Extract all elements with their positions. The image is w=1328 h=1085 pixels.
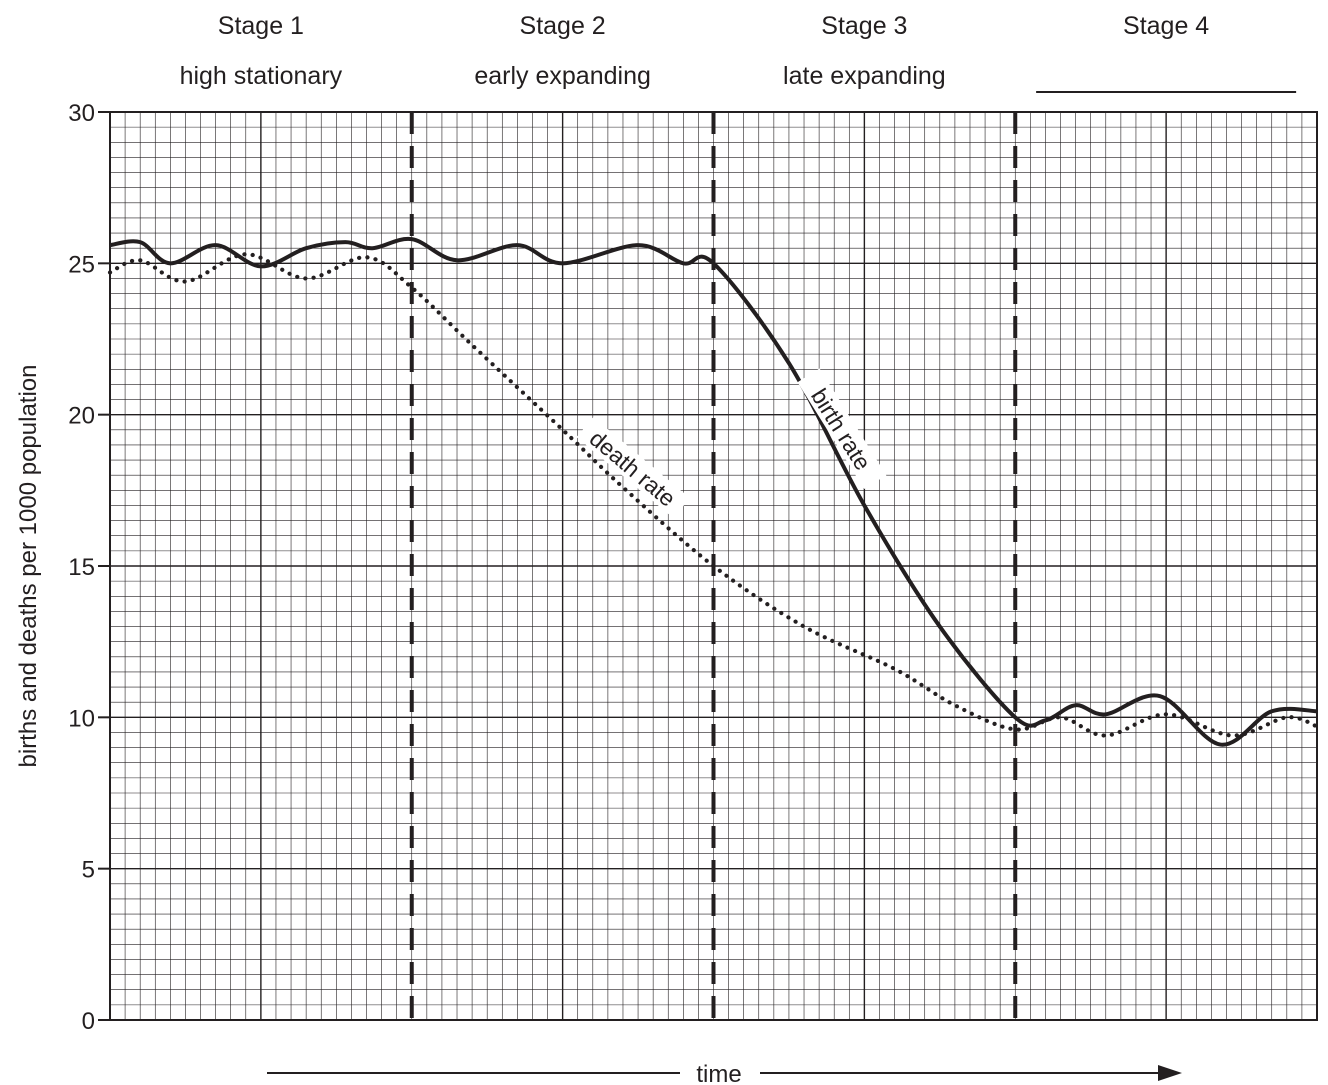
stage-2-description: early expanding — [474, 62, 651, 90]
birth-rate-label: birth rate — [797, 368, 887, 490]
time-arrow-head-icon — [1158, 1065, 1182, 1081]
time-axis-arrow: time — [267, 1061, 1182, 1085]
stage-3-title: Stage 3 — [821, 12, 907, 40]
curve-label-background — [576, 417, 690, 519]
y-tick-label: 30 — [68, 100, 95, 127]
stage-3-description: late expanding — [783, 62, 946, 90]
y-tick-label: 0 — [82, 1008, 95, 1035]
y-axis-title: births and deaths per 1000 population — [15, 365, 42, 768]
y-tick-label: 5 — [82, 857, 95, 884]
stage-2-title: Stage 2 — [520, 12, 606, 40]
stage-1-title: Stage 1 — [218, 12, 304, 40]
y-tick-label: 25 — [68, 251, 95, 278]
curve-label-text: death rate — [585, 425, 681, 512]
death-rate-label: death rate — [576, 417, 690, 519]
stage-headers: Stage 1 high stationary Stage 2 early expan… — [180, 12, 1297, 93]
curve-label-background — [797, 368, 887, 490]
y-tick-label: 15 — [68, 554, 95, 581]
stage-4-title: Stage 4 — [1123, 12, 1209, 40]
x-axis-title: time — [696, 1061, 741, 1085]
y-tick-label: 10 — [68, 705, 95, 732]
birth-rate-line — [109, 236, 1318, 747]
death-rate-line — [107, 252, 1320, 738]
y-axis-ticks: 30 25 20 15 10 5 0 — [68, 100, 110, 1035]
y-tick-label: 20 — [68, 403, 95, 430]
stage-1-description: high stationary — [180, 62, 343, 90]
